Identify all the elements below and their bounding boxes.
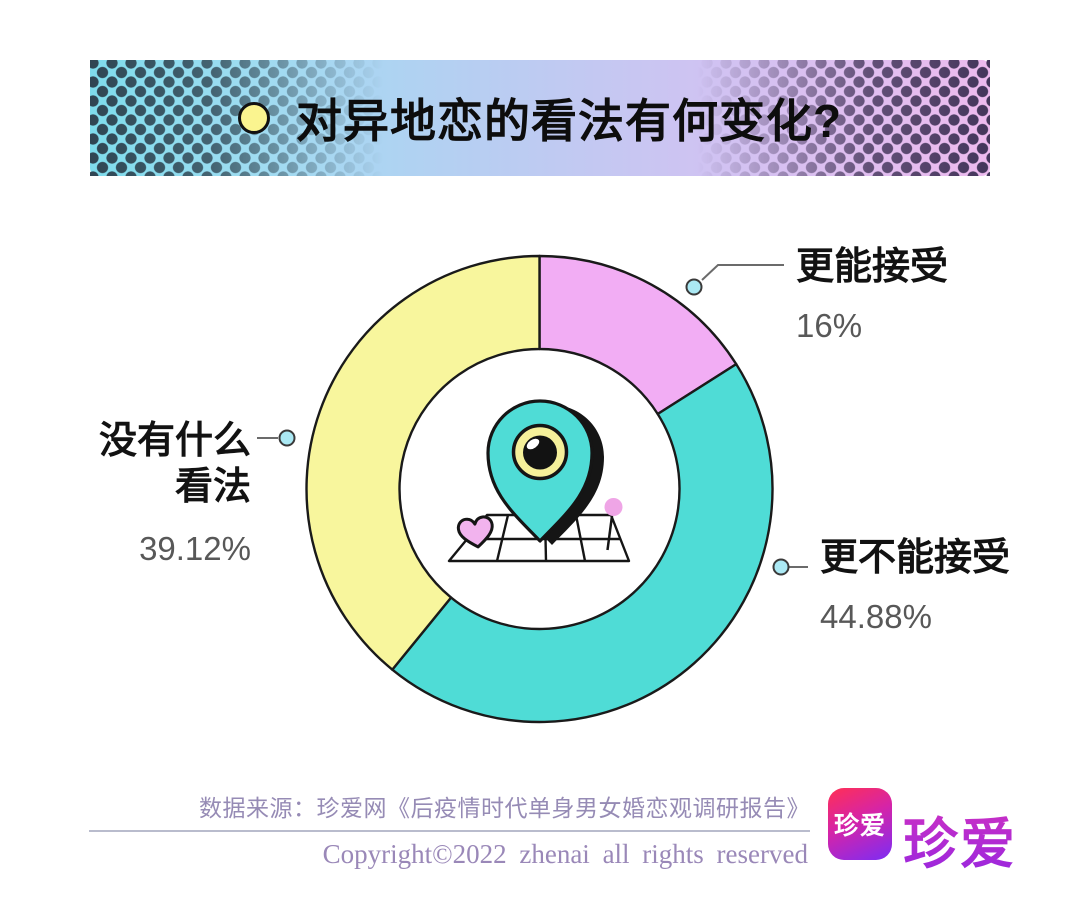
- callout-value: 39.12%: [139, 530, 251, 568]
- leader-dot-no-opinion: [278, 429, 296, 447]
- small-pin-icon: [604, 498, 623, 551]
- callout-value: 16%: [796, 306, 863, 344]
- callout-value: 44.88%: [820, 597, 932, 635]
- leader-lines: [257, 264, 808, 568]
- zhenai-logo-icon: 珍爱: [828, 788, 892, 860]
- brand-name: 珍爱: [903, 799, 1017, 879]
- eye-icon: [511, 423, 569, 481]
- copyright-text: Copyright©2022 zhenai all rights reserve…: [322, 839, 808, 869]
- callout-label: 更能接受: [796, 246, 949, 288]
- callout-accept-less: 更不能接受 44.88%: [820, 536, 1010, 636]
- footer-divider: [89, 830, 810, 832]
- leader-dot-accept-more: [685, 278, 703, 296]
- halftone-dots-right: [685, 60, 990, 176]
- center-illustration: [447, 399, 631, 563]
- title-row: 对异地恋的看法有何变化?: [90, 60, 990, 176]
- heart-icon: [456, 515, 494, 549]
- data-source-text: 数据来源：珍爱网《后疫情时代单身男女婚恋观调研报告》: [199, 795, 810, 821]
- leader-dot-accept-less: [772, 558, 790, 576]
- donut-segment-2: [305, 254, 541, 671]
- callout-label-line2: 看法: [174, 465, 251, 508]
- callout-label-line1: 没有什么: [98, 420, 251, 462]
- callout-no-opinion: 没有什么 看法 39.12%: [99, 419, 251, 568]
- callout-accept-more: 更能接受 16%: [796, 245, 948, 345]
- yellow-dot-icon: [237, 102, 270, 134]
- donut-segment-1: [391, 362, 774, 724]
- callout-label: 更不能接受: [820, 537, 1011, 579]
- header-banner: 对异地恋的看法有何变化?: [90, 60, 990, 176]
- leader-dots: [278, 278, 790, 576]
- page-title: 对异地恋的看法有何变化?: [295, 95, 843, 147]
- logo-icon-text: 珍爱: [833, 812, 886, 840]
- donut-segments: [305, 254, 774, 724]
